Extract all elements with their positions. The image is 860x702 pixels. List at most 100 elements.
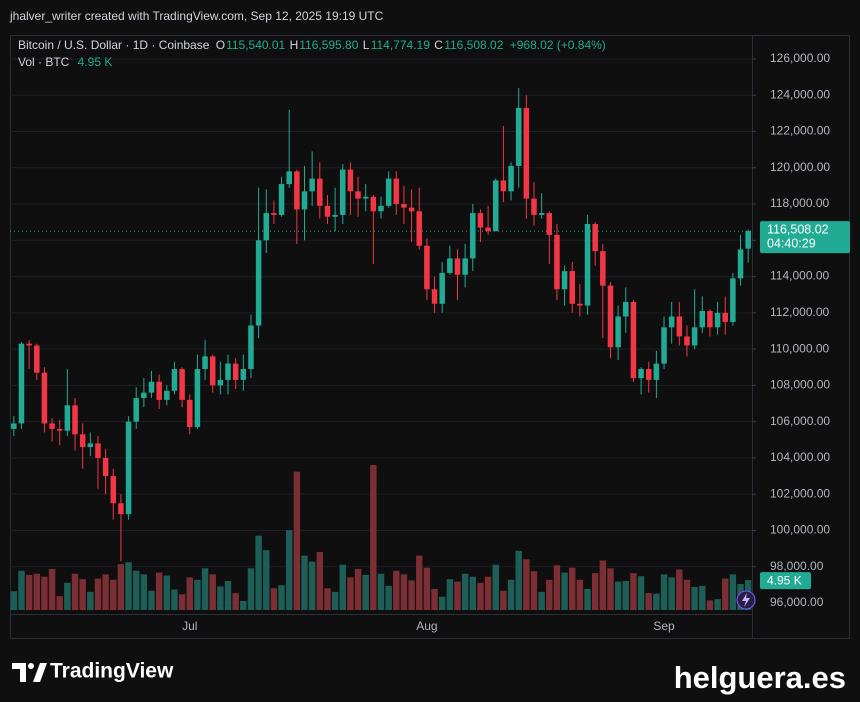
candle-body xyxy=(125,421,132,515)
candle-body xyxy=(11,423,17,429)
volume-bar xyxy=(41,576,48,610)
candle-body xyxy=(255,240,262,326)
candle-layer xyxy=(11,87,751,562)
volume-bar xyxy=(362,574,369,610)
volume-bar xyxy=(576,579,584,610)
candle-body xyxy=(79,434,86,448)
volume-bar xyxy=(232,593,239,610)
ohlc-legend: O 115,540.01 H 116,595.80 L 114,774.19 C 116,50… xyxy=(216,38,606,52)
volume-bar xyxy=(347,577,354,610)
volume-bar xyxy=(278,585,285,610)
countdown-label: 04:40:29 xyxy=(767,236,816,250)
candle-body xyxy=(408,207,415,212)
candle-body xyxy=(607,285,614,348)
y-tick-label: 122,000.00 xyxy=(770,124,830,138)
candle-body xyxy=(370,196,377,212)
candle-body xyxy=(286,171,292,185)
volume-bar xyxy=(316,552,324,610)
candle-body xyxy=(691,327,698,346)
volume-bar xyxy=(683,579,691,610)
candle-body xyxy=(49,423,55,429)
candle-body xyxy=(416,211,423,246)
candle-body xyxy=(538,213,545,215)
change-value: +968.02 (+0.84%) xyxy=(510,38,606,52)
watermark: helguera.es xyxy=(674,660,846,695)
candle-body xyxy=(385,178,392,206)
assistant-icon[interactable] xyxy=(736,590,756,610)
y-tick-label: 98,000.00 xyxy=(770,559,824,573)
volume-bar xyxy=(431,588,438,610)
chart-pane xyxy=(10,35,850,639)
volume-bar xyxy=(561,572,568,610)
volume-bar xyxy=(178,594,186,610)
candle-body xyxy=(87,443,94,448)
candle-body xyxy=(171,369,178,391)
volume-bar xyxy=(507,579,515,610)
candle-body xyxy=(676,316,683,337)
volume-bar xyxy=(270,588,278,610)
last-price-label: 116,508.02 xyxy=(767,222,829,236)
logo-part xyxy=(28,663,34,669)
candle-body xyxy=(194,369,201,428)
volume-bar xyxy=(331,591,339,610)
volume-bar xyxy=(110,579,117,610)
icon-bolt xyxy=(742,593,750,607)
volume-bar xyxy=(484,576,492,610)
candle-body xyxy=(668,316,675,328)
candle-body xyxy=(187,399,193,428)
candle-body xyxy=(722,312,728,322)
volume-bar xyxy=(538,591,545,610)
ohlc-value: 116,595.80 xyxy=(299,38,358,52)
volume-bar xyxy=(477,582,484,610)
candle-body xyxy=(485,227,491,232)
volume-bar xyxy=(446,579,454,610)
candle-body xyxy=(592,223,598,252)
candle-body xyxy=(707,311,713,328)
candle-body xyxy=(64,405,71,431)
candle-body xyxy=(515,107,522,166)
candle-body xyxy=(569,271,575,304)
ohlc-key: C xyxy=(434,38,443,52)
volume-bar xyxy=(94,578,102,610)
ohlc-key: H xyxy=(290,38,299,52)
x-tick-label: Aug xyxy=(416,619,437,633)
candle-body xyxy=(217,379,224,386)
candle-body xyxy=(164,390,170,400)
volume-bar xyxy=(591,573,599,610)
y-tick-label: 104,000.00 xyxy=(770,450,830,464)
logo-part xyxy=(12,663,26,682)
candle-body xyxy=(118,503,124,515)
x-tick-label: Sep xyxy=(653,619,675,633)
candle-body xyxy=(454,258,461,275)
volume-bar xyxy=(125,562,132,610)
candle-body xyxy=(737,249,744,279)
candle-body xyxy=(638,369,644,379)
volume-bar xyxy=(553,565,561,610)
volume-bar xyxy=(140,574,148,610)
ohlc-key: L xyxy=(363,38,370,52)
volume-bar xyxy=(285,530,293,610)
volume-tag-label: 4.95 K xyxy=(767,573,802,587)
volume-bar xyxy=(324,588,331,610)
volume-bar xyxy=(630,573,637,610)
volume-bar xyxy=(660,574,668,610)
candle-body xyxy=(714,312,721,328)
attribution: jhalver_writer created with TradingView.… xyxy=(9,9,384,23)
candle-body xyxy=(294,171,300,210)
y-tick-label: 100,000.00 xyxy=(770,523,830,537)
volume-bar xyxy=(224,581,232,610)
candle-body xyxy=(248,325,254,370)
candle-body xyxy=(470,213,476,259)
volume-bar xyxy=(691,587,698,610)
candle-body xyxy=(72,405,78,435)
candle-body xyxy=(34,345,40,373)
candle-body xyxy=(95,443,101,458)
candle-body xyxy=(324,205,331,217)
y-tick-label: 118,000.00 xyxy=(770,196,829,210)
candle-body xyxy=(240,369,247,380)
volume-bar xyxy=(393,570,400,610)
candle-body xyxy=(447,258,453,273)
candle-body xyxy=(401,204,407,208)
volume-bar xyxy=(706,600,714,610)
